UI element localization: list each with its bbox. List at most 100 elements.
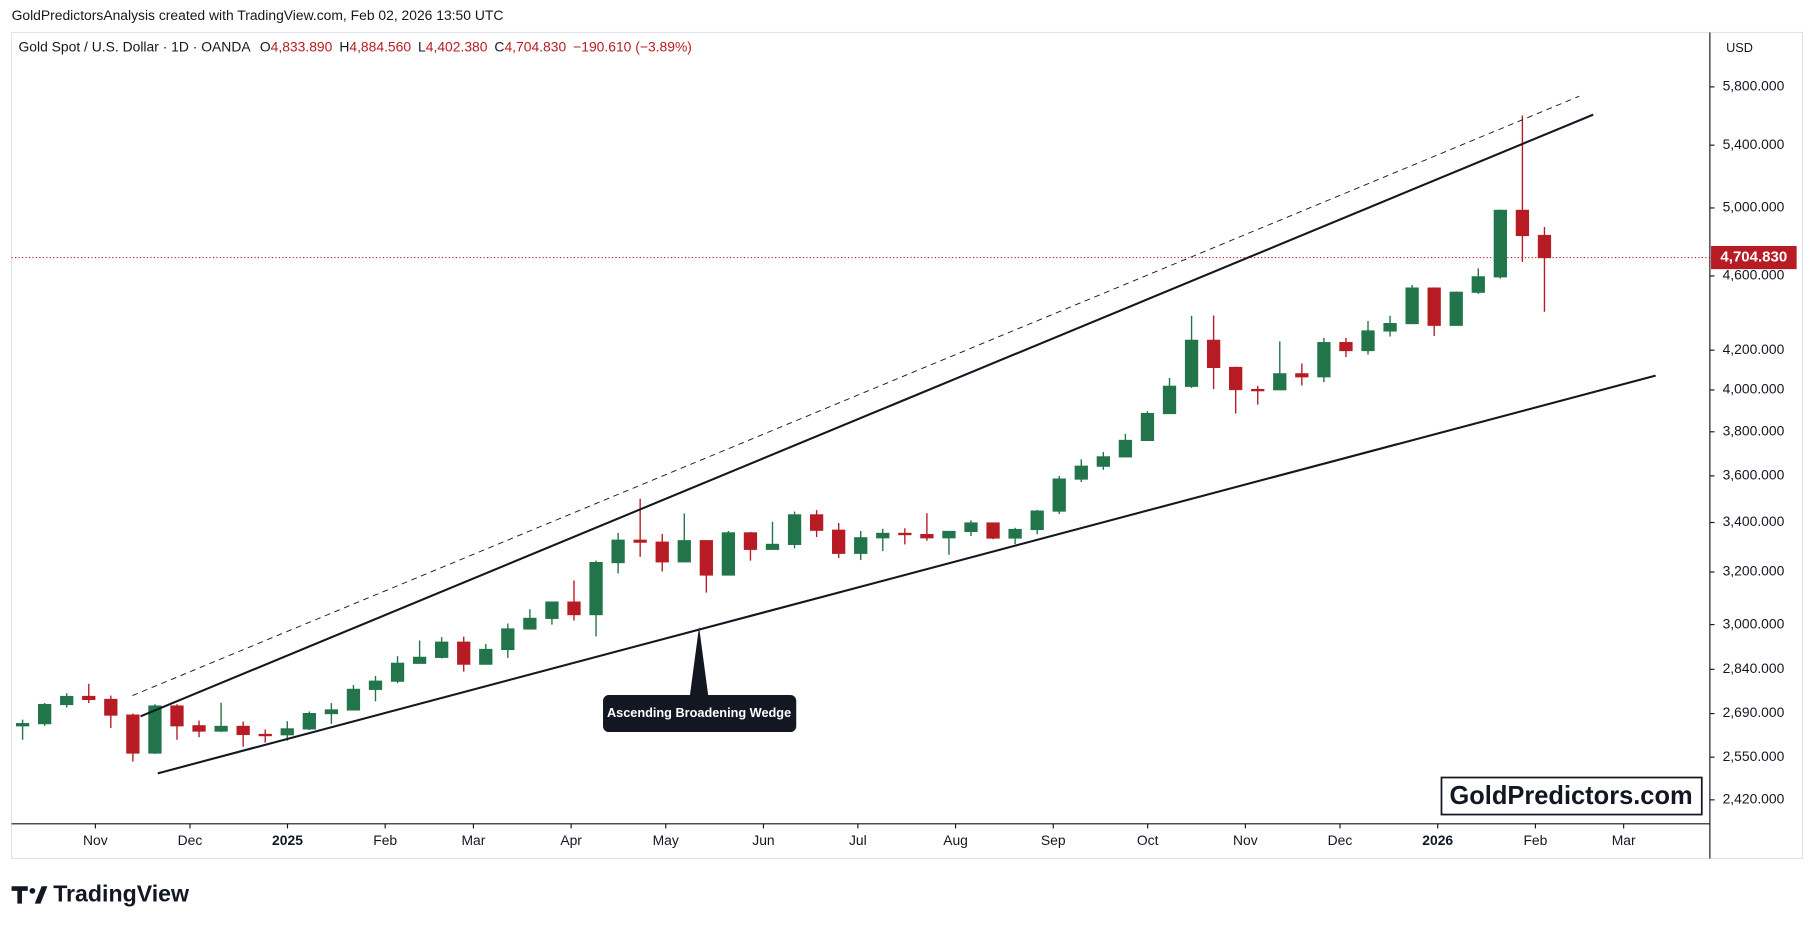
candle-body [854,537,868,554]
candle-body [1537,234,1552,259]
candle-body [655,541,669,563]
trend-line [132,95,1580,697]
x-tick-label: Dec [1328,832,1353,848]
candle-body [1273,373,1287,391]
x-tick-label: May [653,832,679,848]
y-tick-label: 2,550.000 [1723,748,1785,764]
last-price-box [1711,246,1797,270]
x-tick-label: Feb [373,832,397,848]
candle-body [435,641,449,658]
header: GoldPredictorsAnalysis created with Trad… [12,7,504,23]
candle-body [1361,330,1375,352]
candle-body [1162,385,1177,415]
watermark: GoldPredictors.com [1449,782,1692,810]
candle-body [457,641,471,665]
candle-body [523,617,537,630]
x-tick-label: Mar [1612,832,1636,848]
legend-symbol: Gold Spot / U.S. Dollar · 1D · OANDA [19,38,252,54]
x-tick-label: Apr [560,832,582,848]
candle-body [832,529,846,554]
x-tick-label: Jun [752,832,774,848]
y-tick-label: 5,800.000 [1723,78,1785,94]
x-tick-label: Nov [1233,832,1258,848]
candle-body [302,712,316,730]
y-tick-label: 2,420.000 [1723,791,1785,807]
legend-value: 4,833.890 [271,38,333,54]
legend-change: −190.610 (−3.89%) [573,38,692,54]
candle-body [390,662,405,682]
candle-body [104,698,118,716]
y-tick-label: 2,840.000 [1723,660,1785,676]
y-tick-label: 3,200.000 [1723,563,1785,579]
y-tick-label: 4,200.000 [1723,341,1785,357]
last-price-label: 4,704.830 [1720,249,1787,266]
candle-body [765,543,780,550]
x-tick-label: 2025 [272,832,303,848]
candle-body [545,601,559,619]
candle-body [1405,287,1419,325]
legend-prefix: L [418,38,426,54]
candle-body [1030,510,1044,531]
candle-body [1052,478,1066,512]
legend-prefix: O [260,38,271,54]
legend-value: 4,402.380 [426,38,488,54]
candle-body [1118,439,1133,458]
candle-body [1251,388,1265,392]
trend-line [157,374,1656,775]
y-tick-label: 4,600.000 [1723,267,1785,283]
plot: Ascending Broadening Wedge [11,95,1710,775]
y-tick-label: 4,000.000 [1723,381,1785,397]
y-tick-label: 3,600.000 [1723,467,1785,483]
y-tick-label: 5,400.000 [1723,136,1785,152]
candle-body [214,725,228,732]
candle-body [743,532,758,550]
candle-body [1339,342,1353,352]
candle-body [721,532,736,576]
frame [10,31,1804,860]
candle-body [1008,528,1022,539]
candle-body [126,714,140,754]
candle-body [611,539,625,564]
candle-body [1140,412,1155,442]
candle-body [898,532,912,536]
candle-body [82,695,96,701]
candle-body [920,534,934,539]
candle-body [192,725,206,732]
candle-body [986,522,1000,539]
candle-body [38,703,52,725]
candle-body [412,656,427,664]
y-tick-label: 2,690.000 [1723,704,1785,720]
candle-body [1184,339,1199,387]
candle-body [1074,465,1088,480]
candle-body [942,530,956,539]
trend-line [140,113,1594,718]
x-tick-label: Jul [849,832,867,848]
candle-body [479,648,493,665]
legend-prefix: C [494,38,504,54]
candle-body [1295,373,1309,378]
x-tick-label: Mar [461,832,485,848]
candle-body [1383,323,1397,332]
candle-body [787,514,802,545]
legend-value: 4,704.830 [504,38,566,54]
candle-body [1317,342,1331,378]
candle-body [964,522,978,533]
candle-body [368,680,383,690]
candle-body [1206,339,1221,369]
candle-body [346,688,361,711]
candle-body [1096,456,1110,467]
logo: TradingView [53,881,190,907]
candle-body [148,705,162,754]
candle-body [324,709,339,715]
candle-body [1449,291,1463,326]
candle-body [1493,209,1507,278]
annotation-box [603,695,797,733]
candle-body [633,539,647,543]
x-tick-label: Sep [1041,832,1066,848]
x-tick-label: Aug [943,832,968,848]
annotation-text: Ascending Broadening Wedge [607,705,791,720]
y-tick-label: 5,000.000 [1723,199,1785,215]
candle-body [1515,209,1530,237]
